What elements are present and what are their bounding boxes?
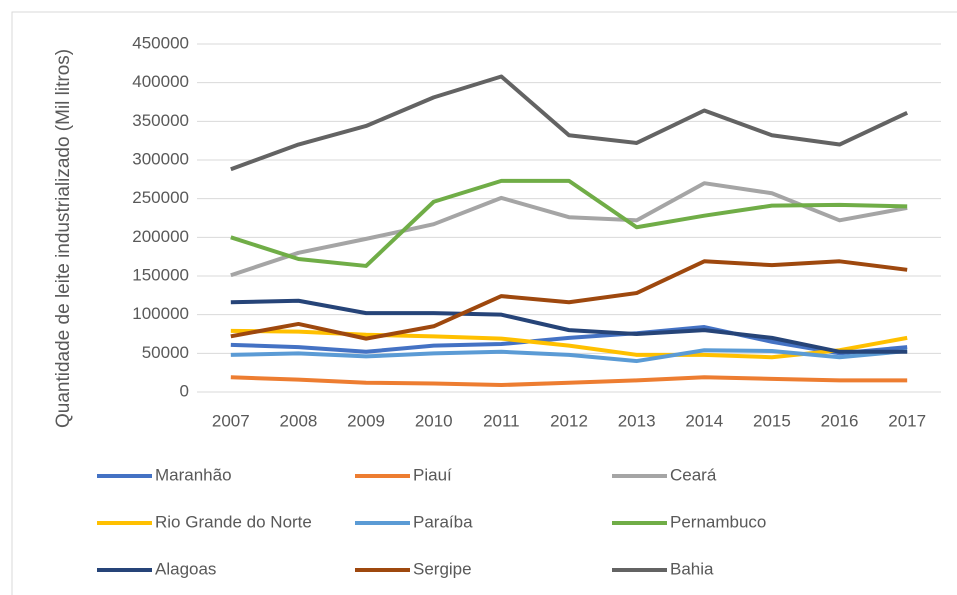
x-tick-label: 2013 [618, 411, 656, 430]
y-tick-label: 350000 [132, 111, 189, 130]
legend-label: Pernambuco [670, 512, 766, 531]
x-tick-label: 2007 [212, 411, 250, 430]
legend-label: Ceará [670, 465, 717, 484]
series-line [230, 259, 908, 341]
legend-label: Piauí [413, 465, 452, 484]
x-tick-label: 2010 [415, 411, 453, 430]
x-tick-label: 2012 [550, 411, 588, 430]
legend-label: Bahia [670, 559, 714, 578]
y-tick-label: 250000 [132, 188, 189, 207]
y-tick-label: 150000 [132, 265, 189, 284]
legend-label: Paraíba [413, 512, 473, 531]
x-tick-label: 2016 [821, 411, 859, 430]
x-tick-label: 2014 [685, 411, 723, 430]
series-line [230, 325, 908, 356]
series-line [230, 181, 908, 278]
x-tick-label: 2008 [280, 411, 318, 430]
x-tick-label: 2015 [753, 411, 791, 430]
chart-border [11, 11, 957, 595]
series-line [230, 298, 908, 354]
series-line [230, 348, 908, 364]
series-line [230, 375, 908, 388]
y-tick-label: 450000 [132, 33, 189, 52]
y-tick-label: 400000 [132, 72, 189, 91]
legend-label: Alagoas [155, 559, 216, 578]
x-tick-label: 2017 [888, 411, 926, 430]
y-tick-label: 300000 [132, 149, 189, 168]
y-tick-label: 100000 [132, 304, 189, 323]
x-tick-label: 2011 [483, 411, 520, 430]
y-tick-label: 200000 [132, 227, 189, 246]
y-tick-label: 0 [180, 381, 189, 400]
legend-label: Rio Grande do Norte [155, 512, 312, 531]
series-line [230, 74, 909, 172]
y-axis-label: Quantidade de leite industrializado (Mil… [53, 48, 74, 428]
legend-label: Maranhão [155, 465, 232, 484]
y-tick-label: 50000 [142, 343, 189, 362]
legend-label: Sergipe [413, 559, 472, 578]
series-line [230, 178, 908, 268]
x-tick-label: 2009 [347, 411, 385, 430]
